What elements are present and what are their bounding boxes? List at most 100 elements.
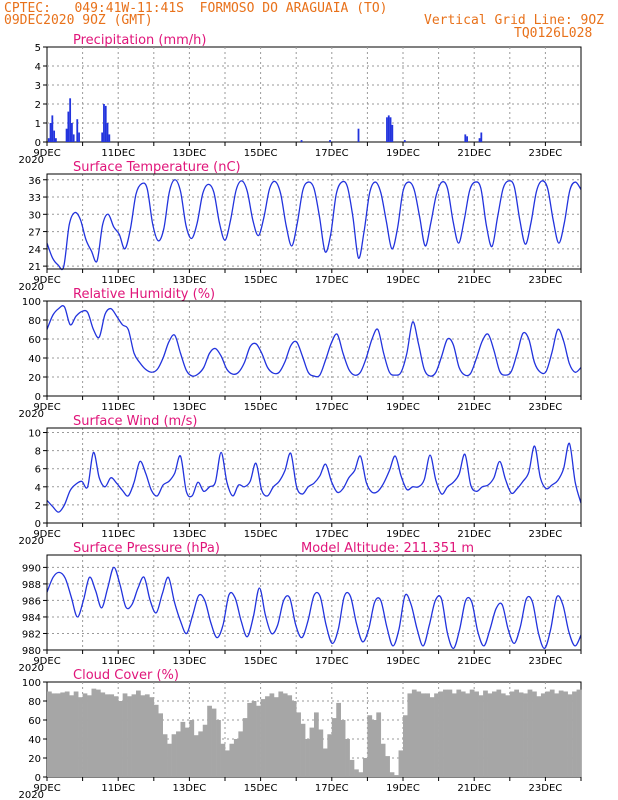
cloud-bar — [300, 723, 306, 777]
precip-bar — [67, 111, 70, 142]
precip-bar — [357, 128, 360, 142]
y-tick-label: 33 — [28, 193, 41, 204]
panel-frame-top — [46, 173, 582, 270]
cloud-bar — [247, 702, 252, 777]
x-tick-label: 15DEC — [244, 529, 278, 540]
cloud-bar — [554, 693, 560, 777]
cloud-bar — [362, 758, 368, 777]
panel-frame — [46, 300, 582, 397]
x-tick-label: 21DEC — [457, 656, 491, 667]
y-tick-label: 60 — [28, 335, 41, 346]
x-tick-label: 21DEC — [457, 275, 491, 286]
x-tick-label: 21DEC — [457, 529, 491, 540]
x-tick-label: 23DEC — [529, 783, 563, 794]
cloud-bar — [540, 693, 546, 777]
cloud-bar — [487, 693, 493, 777]
precip-bar — [71, 123, 73, 142]
cloud-bar — [376, 712, 382, 777]
x-tick-label: 19DEC — [386, 783, 420, 794]
cloud-bar — [184, 727, 190, 777]
cloud-bar — [127, 696, 132, 777]
y-tick-label: 6 — [35, 465, 41, 476]
x-tick-label: 13DEC — [173, 783, 207, 794]
cloud-bar — [469, 689, 475, 777]
panel-title: Cloud Cover (%) — [73, 668, 179, 683]
precip-bar — [108, 134, 111, 142]
cloud-bar — [273, 697, 279, 777]
panel-frame — [46, 554, 582, 651]
cloud-bar — [411, 689, 417, 777]
cloud-bar — [380, 743, 386, 777]
precip-bar — [329, 140, 331, 142]
cloud-bar — [496, 689, 502, 777]
cloud-bar — [278, 691, 284, 777]
cloud-bar — [318, 729, 324, 777]
y-tick-label: 80 — [28, 697, 41, 708]
y-tick-label: 1 — [35, 119, 41, 130]
panel-title: Surface Pressure (hPa) — [73, 541, 220, 556]
y-tick-label: 60 — [28, 716, 41, 727]
cloud-bar — [202, 724, 208, 777]
cloud-bar — [327, 734, 333, 777]
x-tick-label: 23DEC — [529, 402, 563, 413]
cloud-bar — [171, 734, 177, 777]
y-tick-label: 100 — [22, 678, 41, 689]
year-label: 2020 — [19, 282, 44, 293]
x-tick-label: 13DEC — [173, 656, 207, 667]
x-tick-label: 17DEC — [315, 402, 349, 413]
x-tick-label: 15DEC — [244, 656, 278, 667]
x-tick-label: 17DEC — [315, 275, 349, 286]
cloud-bar — [118, 701, 123, 777]
x-tick-label: 13DEC — [173, 148, 207, 159]
cloud-bar — [260, 699, 266, 777]
cloud-bar — [296, 712, 301, 777]
cloud-bar — [220, 743, 226, 777]
cloud-bar — [225, 750, 230, 777]
cloud-bar — [403, 715, 408, 777]
cloud-bar — [465, 693, 471, 777]
cloud-bar — [558, 690, 564, 777]
year-label: 2020 — [19, 790, 44, 800]
cloud-bar — [367, 715, 373, 777]
cloud-bar — [229, 743, 235, 777]
cloud-bar — [500, 693, 506, 777]
y-tick-label: 24 — [28, 245, 41, 256]
x-tick-label: 9DEC — [33, 402, 60, 413]
x-tick-label: 15DEC — [244, 402, 278, 413]
precip-bar — [69, 98, 72, 142]
year-label: 2020 — [19, 409, 44, 420]
cloud-bar — [78, 697, 83, 777]
precip-bar — [403, 140, 406, 142]
cloud-bar — [447, 689, 453, 777]
x-tick-label: 13DEC — [173, 402, 207, 413]
run-datetime: 09DEC2020 9OZ (GMT) — [4, 13, 153, 28]
x-tick-label: 11DEC — [101, 529, 135, 540]
precip-bar — [386, 117, 388, 142]
cloud-bar — [527, 689, 533, 777]
cloud-bar — [314, 712, 319, 777]
x-tick-label: 17DEC — [315, 529, 349, 540]
cloud-bar — [193, 735, 199, 777]
y-tick-label: 5 — [35, 43, 41, 54]
cloud-bar — [336, 702, 341, 777]
year-label: 2020 — [19, 155, 44, 166]
y-tick-label: 984 — [22, 613, 41, 624]
precip-bar — [49, 123, 52, 142]
y-tick-label: 27 — [28, 228, 41, 239]
cloud-bar — [460, 691, 466, 777]
cloud-bar — [95, 689, 101, 777]
cloud-bar — [549, 689, 555, 777]
panel-frame — [46, 46, 582, 143]
series-line — [46, 442, 582, 513]
cloud-bar — [345, 739, 350, 777]
cloud-bar — [140, 695, 146, 777]
y-tick-label: 2 — [35, 501, 41, 512]
cloud-bar — [87, 695, 92, 777]
panel-frame — [46, 427, 582, 524]
y-tick-label: 0 — [35, 519, 41, 530]
cloud-bar — [514, 689, 519, 777]
precip-bar — [72, 134, 75, 142]
cloud-bar — [282, 693, 288, 777]
cloud-bar — [389, 772, 395, 777]
